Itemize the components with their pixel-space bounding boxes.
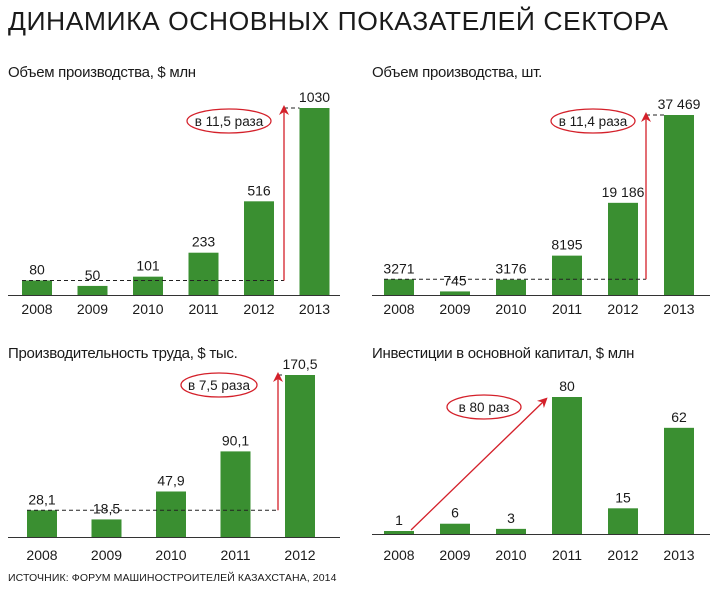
chart-title-labor-productivity: Производительность труда, $ тыс. (8, 345, 238, 362)
bar-2009 (77, 285, 108, 295)
bar-2009 (440, 291, 470, 295)
bar-2009 (440, 523, 470, 534)
value-label-2010: 3 (507, 510, 515, 526)
bar-2011 (552, 255, 582, 295)
value-label-2009: 18,5 (93, 500, 120, 516)
value-label-2013: 37 469 (658, 96, 701, 112)
year-label-2010: 2010 (495, 547, 526, 563)
bar-2010 (496, 279, 526, 295)
bar-2012 (244, 201, 274, 295)
value-label-2013: 1030 (299, 89, 330, 105)
year-label-2011: 2011 (552, 547, 582, 563)
bar-2008 (27, 510, 57, 537)
bar-2011 (220, 451, 251, 537)
value-label-2012: 15 (615, 489, 631, 505)
bar-2013 (664, 427, 694, 534)
year-label-2009: 2009 (439, 547, 470, 563)
year-label-2012: 2012 (607, 301, 638, 317)
value-label-2011: 233 (192, 234, 216, 250)
year-label-2012: 2012 (243, 301, 274, 317)
bar-2012 (285, 375, 315, 537)
bar-2012 (608, 508, 638, 534)
growth-badge (446, 394, 522, 420)
year-label-2013: 2013 (663, 301, 694, 317)
bar-2008 (22, 280, 52, 295)
growth-badge-text: в 7,5 раза (188, 378, 250, 393)
bar-2008 (384, 531, 414, 534)
growth-arrow (410, 397, 548, 531)
year-label-2008: 2008 (21, 301, 52, 317)
value-label-2010: 47,9 (157, 472, 184, 488)
value-label-2010: 3176 (495, 261, 526, 277)
chart-title-production-units: Объем производства, шт. (372, 64, 542, 81)
year-label-2011: 2011 (552, 301, 582, 317)
chart-title-production-usd: Объем производства, $ млн (8, 64, 196, 81)
year-label-2009: 2009 (77, 301, 108, 317)
value-label-2008: 1 (395, 512, 403, 528)
value-label-2009: 6 (451, 505, 459, 521)
bar-2010 (496, 528, 526, 534)
year-label-2012: 2012 (284, 547, 315, 563)
value-label-2009: 50 (85, 267, 101, 283)
year-label-2010: 2010 (155, 547, 186, 563)
value-label-2013: 62 (671, 409, 687, 425)
bar-2013 (299, 108, 330, 295)
chart-title-investment: Инвестиции в основной капитал, $ млн (372, 345, 635, 362)
bar-2010 (156, 491, 186, 537)
value-label-2010: 101 (136, 258, 160, 274)
year-label-2009: 2009 (91, 547, 122, 563)
value-label-2008: 28,1 (28, 491, 55, 507)
bar-2009 (91, 519, 122, 537)
value-label-2012: 516 (247, 182, 271, 198)
year-label-2011: 2011 (220, 547, 250, 563)
bar-2013 (664, 115, 694, 295)
year-label-2008: 2008 (383, 301, 414, 317)
growth-badge-text: в 11,5 раза (195, 114, 264, 129)
growth-badge (180, 372, 258, 398)
year-label-2008: 2008 (26, 547, 57, 563)
value-label-2008: 3271 (383, 260, 414, 276)
bar-2010 (133, 276, 163, 295)
bar-2008 (384, 279, 414, 295)
value-label-2012: 19 186 (602, 184, 645, 200)
value-label-2012: 170,5 (282, 356, 317, 372)
year-label-2009: 2009 (439, 301, 470, 317)
growth-badge-text: в 11,4 раза (559, 114, 628, 129)
value-label-2011: 80 (559, 378, 575, 394)
year-label-2013: 2013 (663, 547, 694, 563)
year-label-2012: 2012 (607, 547, 638, 563)
value-label-2011: 8195 (551, 237, 582, 253)
growth-badge-text: в 80 раз (459, 400, 510, 415)
value-label-2009: 745 (443, 272, 467, 288)
growth-badge (186, 108, 272, 134)
year-label-2008: 2008 (383, 547, 414, 563)
value-label-2011: 90,1 (222, 432, 249, 448)
bar-2011 (188, 252, 219, 295)
source-note: ИСТОЧНИК: ФОРУМ МАШИНОСТРОИТЕЛЕЙ КАЗАХСТ… (8, 572, 337, 584)
value-label-2008: 80 (29, 261, 45, 277)
bar-2011 (552, 397, 582, 534)
year-label-2010: 2010 (495, 301, 526, 317)
page-title: ДИНАМИКА ОСНОВНЫХ ПОКАЗАТЕЛЕЙ СЕКТОРА (8, 6, 669, 36)
growth-badge (550, 108, 636, 134)
year-label-2013: 2013 (299, 301, 330, 317)
year-label-2010: 2010 (132, 301, 163, 317)
year-label-2011: 2011 (188, 301, 218, 317)
